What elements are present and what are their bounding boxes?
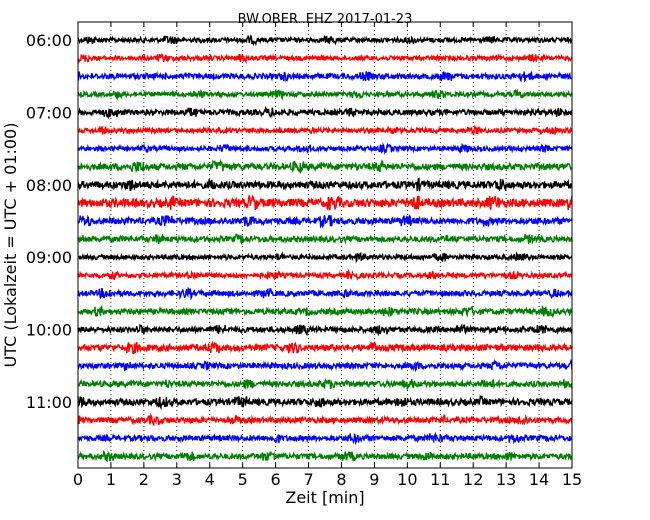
trace-row-22 xyxy=(77,431,573,446)
x-tick-label: 13 xyxy=(496,470,516,489)
chart-title: BW.OBER..EHZ 2017-01-23 xyxy=(238,12,413,27)
tick-layer: 0 1 2 3 4 5 6 7 8 9 10 11 12 13 14 1506:0007:0008:0009:… xyxy=(26,22,582,489)
trace-row-4 xyxy=(77,105,573,120)
x-tick-label: 7 xyxy=(303,470,313,489)
trace-row-14 xyxy=(77,286,573,301)
y-tick-label: 07:00 xyxy=(26,103,72,122)
trace-row-6 xyxy=(77,142,573,155)
trace-row-2 xyxy=(77,70,573,83)
trace-row-1 xyxy=(77,53,573,64)
x-tick-label: 15 xyxy=(562,470,582,489)
trace-row-23 xyxy=(77,450,573,463)
x-axis-label: Zeit [min] xyxy=(285,488,364,507)
y-tick-label: 09:00 xyxy=(26,248,72,267)
plot-frame xyxy=(77,21,573,469)
x-tick-label: 8 xyxy=(336,470,346,489)
x-tick-label: 14 xyxy=(529,470,549,489)
y-tick-label: 10:00 xyxy=(26,321,72,340)
x-tick-label: 11 xyxy=(430,470,450,489)
x-tick-label: 9 xyxy=(369,470,379,489)
trace-row-21 xyxy=(77,412,573,427)
x-tick-label: 12 xyxy=(463,470,483,489)
x-tick-label: 5 xyxy=(238,470,248,489)
trace-row-12 xyxy=(77,251,573,264)
trace-row-17 xyxy=(77,340,573,355)
x-tick-label: 0 xyxy=(73,470,83,489)
x-tick-label: 2 xyxy=(139,470,149,489)
trace-row-11 xyxy=(77,233,573,246)
x-tick-label: 1 xyxy=(106,470,116,489)
trace-layer xyxy=(77,34,573,463)
trace-row-20 xyxy=(77,394,573,411)
x-tick-label: 4 xyxy=(205,470,215,489)
trace-row-5 xyxy=(77,124,573,137)
trace-row-3 xyxy=(77,88,573,101)
y-tick-label: 11:00 xyxy=(26,393,72,412)
trace-row-8 xyxy=(77,177,573,192)
trace-row-16 xyxy=(77,323,573,337)
x-tick-label: 6 xyxy=(271,470,281,489)
x-tick-label: 3 xyxy=(172,470,182,489)
trace-row-13 xyxy=(77,268,573,281)
trace-row-0 xyxy=(77,34,573,47)
x-tick-label: 10 xyxy=(397,470,417,489)
trace-row-9 xyxy=(77,194,573,211)
trace-row-18 xyxy=(77,358,573,373)
y-tick-label: 06:00 xyxy=(26,31,72,50)
trace-row-15 xyxy=(77,304,573,319)
trace-row-10 xyxy=(77,214,573,229)
trace-row-19 xyxy=(77,378,573,392)
y-axis-label: UTC (Lokalzeit = UTC + 01:00) xyxy=(1,123,20,368)
trace-row-7 xyxy=(77,159,573,175)
y-tick-label: 08:00 xyxy=(26,176,72,195)
